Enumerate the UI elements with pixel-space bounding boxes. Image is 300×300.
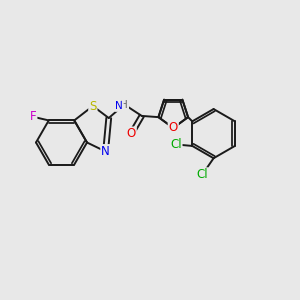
Text: Cl: Cl xyxy=(196,168,208,181)
Text: O: O xyxy=(169,122,178,134)
Text: N: N xyxy=(101,145,110,158)
Text: N: N xyxy=(115,101,123,111)
Text: Cl: Cl xyxy=(170,138,182,151)
Text: H: H xyxy=(121,100,128,110)
Text: F: F xyxy=(30,110,37,123)
Text: S: S xyxy=(89,100,97,112)
Text: O: O xyxy=(127,128,136,140)
